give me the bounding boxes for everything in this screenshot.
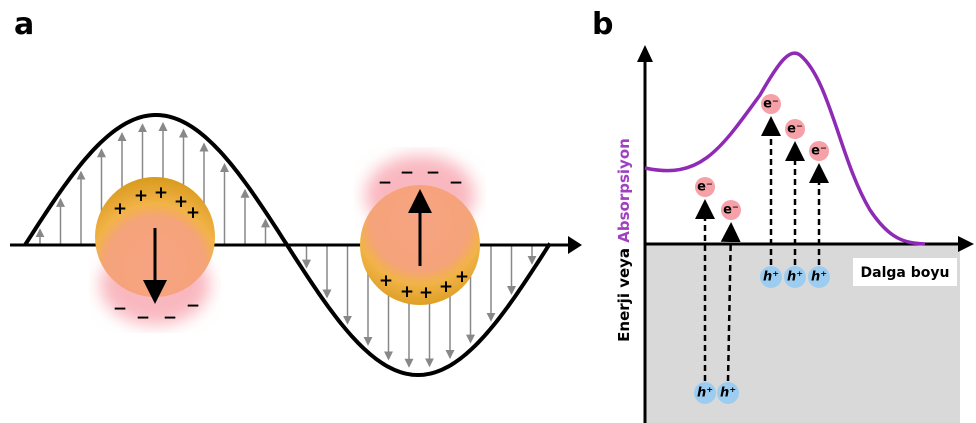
charge: − <box>113 299 127 319</box>
charge: + <box>439 277 453 297</box>
y-axis-label-part: Absorpsiyon <box>615 138 633 243</box>
charge: + <box>113 199 127 219</box>
charge: + <box>419 283 433 303</box>
absorption-curve <box>645 53 925 244</box>
electron-label: e⁻ <box>787 122 803 137</box>
y-axis-label-part: Enerji veya <box>615 243 633 342</box>
hole-label: h⁺ <box>811 270 827 285</box>
hole-label: h⁺ <box>763 270 779 285</box>
charge: − <box>378 173 392 193</box>
charge: + <box>379 271 393 291</box>
electron-label: e⁻ <box>763 97 779 112</box>
electron-label: e⁻ <box>723 203 739 218</box>
hole-label: h⁺ <box>720 386 736 401</box>
hole-label: h⁺ <box>787 270 803 285</box>
panel-label: b <box>592 7 613 42</box>
electron-label: e⁻ <box>811 144 827 159</box>
charge: + <box>400 282 414 302</box>
charge: − <box>449 173 463 193</box>
arrow-head <box>637 45 653 62</box>
charge: − <box>186 296 200 316</box>
x-axis-label: Dalga boyu <box>861 265 950 281</box>
electron-label: e⁻ <box>697 180 713 195</box>
y-axis-label: Enerji veya Absorpsiyon <box>615 138 633 342</box>
charge: + <box>186 203 200 223</box>
charge: − <box>426 163 440 183</box>
panel-label: a <box>14 7 34 42</box>
arrow-head <box>568 236 582 254</box>
charge: − <box>163 308 177 328</box>
hole-label: h⁺ <box>697 386 713 401</box>
charge: + <box>154 183 168 203</box>
figure: a b +++++−−−−−−−−+++++ Dalga boyu Enerji… <box>0 0 976 423</box>
charge: − <box>136 308 150 328</box>
charge: − <box>400 163 414 183</box>
charge: + <box>455 267 469 287</box>
arrow-head <box>958 236 974 252</box>
charge: + <box>134 186 148 206</box>
